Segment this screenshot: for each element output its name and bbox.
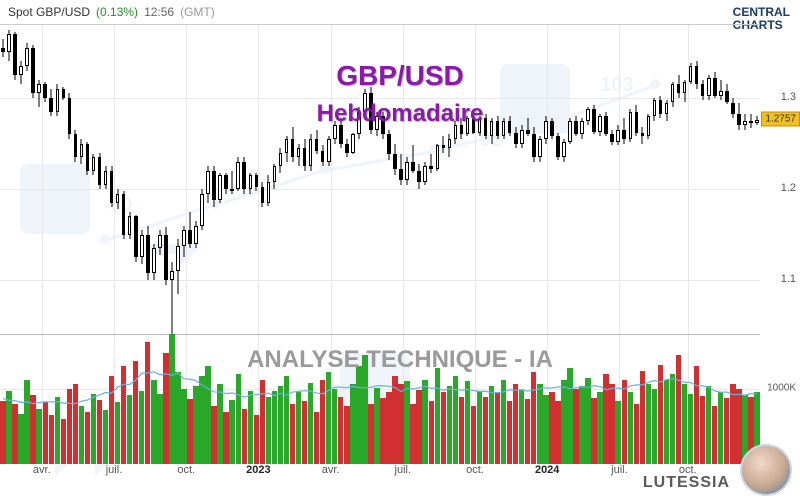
time-tick: 2023 [246, 464, 270, 476]
price-tick: 1.2 [781, 182, 796, 194]
time-tick: avr. [33, 464, 51, 476]
volume-tick: 1000K [767, 382, 796, 393]
footer-brand: LUTESSIA [643, 474, 730, 492]
timezone: (GMT) [180, 5, 215, 19]
instrument-name: Spot GBP/USD [8, 5, 90, 19]
price-chart[interactable] [0, 24, 760, 334]
time-tick: avr. [322, 464, 340, 476]
current-price-badge: 1.2757 [761, 112, 800, 127]
avatar-icon[interactable] [740, 444, 792, 496]
price-tick: 1.1 [781, 273, 796, 285]
price-tick: 1.3 [781, 91, 796, 103]
price-axis: 1.1 1.2 1.3 1.2757 [760, 24, 800, 334]
time-tick: juil. [106, 464, 123, 476]
timestamp: 12:56 [144, 5, 174, 19]
chart-header: Spot GBP/USD (0.13%) 12:56 (GMT) [0, 0, 800, 24]
pct-change: (0.13%) [96, 5, 138, 19]
time-tick: oct. [466, 464, 484, 476]
time-tick: juil. [395, 464, 412, 476]
volume-chart[interactable] [0, 334, 760, 464]
time-tick: oct. [177, 464, 195, 476]
time-tick: juil. [611, 464, 628, 476]
time-tick: 2024 [535, 464, 559, 476]
